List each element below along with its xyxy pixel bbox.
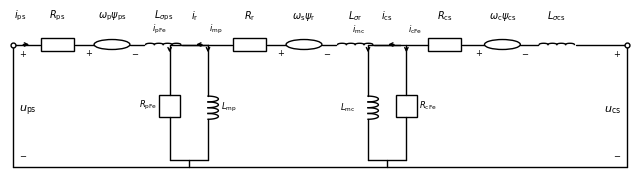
Text: $L_{\sigma\rm ps}$: $L_{\sigma\rm ps}$ [154, 9, 173, 23]
Text: $L_{\sigma\rm r}$: $L_{\sigma\rm r}$ [348, 9, 362, 23]
Text: $+$: $+$ [19, 49, 28, 59]
Text: $R_{\rm cs}$: $R_{\rm cs}$ [437, 9, 452, 23]
Text: $-$: $-$ [131, 48, 139, 57]
Text: $+$: $+$ [85, 48, 93, 57]
Text: $+$: $+$ [277, 48, 285, 57]
Text: $\mathit{i}_{\rm r}$: $\mathit{i}_{\rm r}$ [191, 9, 199, 23]
Text: $L_{\sigma\rm cs}$: $L_{\sigma\rm cs}$ [547, 9, 566, 23]
Text: $\mathit{u}_{\rm cs}$: $\mathit{u}_{\rm cs}$ [604, 104, 621, 116]
Text: $-$: $-$ [323, 48, 331, 57]
Text: $L_{\rm mc}$: $L_{\rm mc}$ [340, 101, 355, 114]
Text: $+$: $+$ [612, 49, 621, 59]
Text: $+$: $+$ [476, 48, 483, 57]
Text: $R_{\rm pFe}$: $R_{\rm pFe}$ [138, 99, 157, 112]
Text: $\omega_{\rm p}\psi_{\rm ps}$: $\omega_{\rm p}\psi_{\rm ps}$ [98, 11, 126, 23]
Bar [233, 38, 266, 51]
Text: $\omega_{\rm c}\psi_{\rm cs}$: $\omega_{\rm c}\psi_{\rm cs}$ [488, 11, 516, 23]
Text: $-$: $-$ [612, 150, 621, 159]
Text: $\omega_{\rm s}\psi_{\rm r}$: $\omega_{\rm s}\psi_{\rm r}$ [292, 11, 316, 23]
Text: $\mathit{i}_{\rm mc}$: $\mathit{i}_{\rm mc}$ [352, 23, 365, 36]
Text: $R_{\rm ps}$: $R_{\rm ps}$ [49, 9, 66, 23]
Bar [428, 38, 461, 51]
Text: $\mathit{i}_{\rm ps}$: $\mathit{i}_{\rm ps}$ [14, 9, 27, 23]
Text: $-$: $-$ [19, 150, 28, 159]
Text: $\mathit{u}_{\rm ps}$: $\mathit{u}_{\rm ps}$ [19, 103, 37, 117]
Text: $\mathit{i}_{\rm pFe}$: $\mathit{i}_{\rm pFe}$ [152, 22, 166, 36]
Bar [396, 95, 417, 117]
Text: $L_{\rm mp}$: $L_{\rm mp}$ [221, 101, 237, 114]
Text: $R_{\rm cFe}$: $R_{\rm cFe}$ [419, 100, 437, 112]
Text: $\mathit{i}_{\rm mp}$: $\mathit{i}_{\rm mp}$ [209, 22, 223, 36]
Text: $R_{\rm r}$: $R_{\rm r}$ [244, 9, 255, 23]
Text: $\mathit{i}_{\rm cFe}$: $\mathit{i}_{\rm cFe}$ [408, 23, 422, 36]
Text: $-$: $-$ [522, 48, 529, 57]
Bar [41, 38, 74, 51]
Text: $\mathit{i}_{\rm cs}$: $\mathit{i}_{\rm cs}$ [381, 9, 393, 23]
Bar [159, 95, 180, 117]
